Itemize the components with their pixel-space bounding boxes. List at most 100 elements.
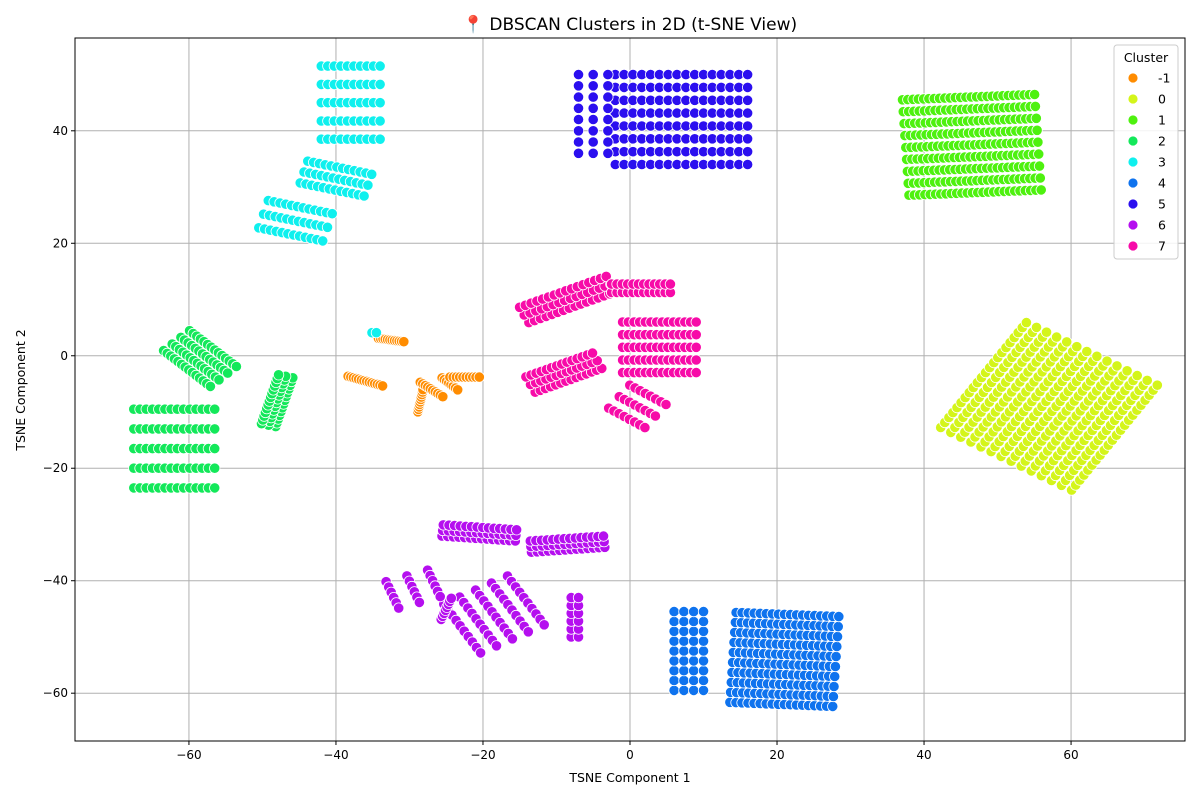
data-point-cluster-6: [510, 524, 523, 536]
data-point-cluster-5: [741, 146, 754, 158]
data-point-cluster-2: [209, 403, 221, 415]
data-point-cluster-4: [832, 620, 844, 633]
data-point-cluster-4: [668, 655, 680, 667]
legend-marker-cluster-2: [1127, 135, 1139, 147]
legend-marker-cluster-3: [1127, 156, 1139, 168]
data-point-cluster-4: [688, 605, 700, 618]
data-point-cluster-7: [690, 366, 702, 379]
data-point-cluster-0: [1081, 345, 1093, 358]
legend-marker-cluster--1: [1127, 72, 1139, 84]
data-point-cluster-2: [209, 462, 221, 474]
x-tick-label: −20: [470, 748, 495, 762]
data-point-cluster-1: [1029, 100, 1042, 113]
data-point-cluster-3: [358, 190, 370, 202]
x-tick-label: 20: [769, 748, 784, 762]
data-point-cluster-7: [586, 347, 599, 359]
legend-marker-cluster-0: [1127, 93, 1139, 105]
data-point-cluster-5: [572, 136, 585, 148]
data-point-cluster-1: [1033, 148, 1045, 160]
data-point-cluster-5: [741, 133, 754, 145]
data-point-cluster-7: [660, 398, 672, 411]
data-point-cluster-6: [597, 530, 610, 542]
data-point-cluster-0: [1151, 379, 1163, 391]
x-tick-label: −40: [323, 748, 348, 762]
data-point-cluster-0: [1101, 355, 1113, 367]
data-point-cluster-4: [828, 680, 840, 693]
data-point-cluster-4: [697, 645, 710, 657]
data-point-cluster-4: [678, 645, 690, 657]
x-tick-label: 40: [916, 748, 931, 762]
data-point-cluster-3: [362, 179, 374, 191]
x-tick-label: −60: [176, 748, 201, 762]
y-axis-ticks: −60 −40 −20 0 20 40: [43, 124, 75, 700]
data-point-cluster--1: [398, 336, 410, 348]
data-point-cluster-0: [1131, 369, 1143, 382]
legend-marker-cluster-6: [1127, 219, 1139, 231]
data-point-cluster-4: [678, 674, 690, 687]
y-tick-label: −60: [43, 686, 68, 700]
data-point-cluster-4: [668, 674, 680, 687]
y-tick-label: 0: [60, 349, 68, 363]
legend-label-cluster--1: -1: [1158, 71, 1170, 86]
legend-label-cluster-1: 1: [1158, 113, 1166, 128]
data-point-cluster-4: [688, 645, 700, 657]
data-point-cluster-4: [668, 605, 680, 618]
data-point-cluster-6: [506, 633, 519, 645]
data-point-cluster-5: [572, 69, 585, 81]
data-point-cluster-4: [678, 605, 690, 618]
data-point-cluster-5: [572, 91, 585, 103]
x-tick-label: 60: [1063, 748, 1078, 762]
data-point-cluster-3: [374, 97, 386, 109]
data-point-cluster-0: [1141, 374, 1153, 386]
data-point-cluster-6: [434, 590, 446, 603]
data-point-cluster-5: [587, 113, 599, 126]
cluster-3-points: [253, 60, 386, 339]
data-point-cluster-4: [688, 635, 700, 647]
data-point-cluster-4: [829, 670, 841, 683]
data-point-cluster-5: [587, 147, 599, 159]
data-point-cluster-3: [321, 221, 334, 233]
data-point-cluster-1: [1032, 136, 1044, 148]
data-point-cluster-4: [831, 630, 844, 643]
data-point-cluster-4: [678, 655, 690, 667]
data-point-cluster-5: [741, 69, 754, 81]
data-point-cluster-5: [572, 147, 585, 159]
data-point-cluster-4: [697, 605, 710, 618]
data-point-cluster-5: [602, 80, 614, 92]
data-point-cluster-4: [697, 665, 710, 677]
legend-label-cluster-3: 3: [1158, 155, 1166, 170]
legend-label-cluster-2: 2: [1158, 134, 1166, 149]
data-point-cluster-3: [317, 235, 329, 247]
data-point-cluster-4: [697, 674, 710, 687]
data-point-cluster-4: [688, 665, 700, 677]
data-point-cluster-4: [827, 690, 840, 703]
data-point-cluster-5: [572, 125, 585, 137]
data-point-cluster-4: [668, 645, 680, 657]
legend: Cluster -1 0 1 2 3 4 5 6 7: [1113, 44, 1179, 260]
cluster-6-points: [380, 519, 611, 659]
data-point-cluster-0: [1030, 321, 1043, 333]
legend-label-cluster-5: 5: [1158, 197, 1166, 212]
data-point-cluster-6: [538, 619, 550, 631]
data-point-cluster-4: [678, 665, 690, 677]
legend-marker-cluster-4: [1127, 177, 1139, 189]
data-point-cluster-5: [602, 69, 614, 81]
data-point-cluster--1: [473, 371, 485, 383]
data-point-cluster-3: [366, 168, 378, 180]
data-point-cluster-4: [697, 684, 710, 697]
y-tick-label: 40: [53, 124, 68, 138]
data-point-cluster-4: [668, 665, 680, 677]
data-point-cluster-1: [1031, 124, 1043, 136]
data-point-cluster-5: [741, 120, 754, 132]
data-point-cluster-0: [1061, 336, 1073, 348]
data-point-cluster-4: [668, 684, 680, 697]
data-point-cluster-6: [445, 592, 457, 604]
data-point-cluster-4: [697, 655, 710, 667]
data-point-cluster-0: [1040, 326, 1053, 338]
data-point-cluster-4: [668, 625, 680, 637]
data-point-cluster-7: [664, 278, 677, 290]
data-point-cluster-3: [374, 115, 386, 127]
data-point-cluster-7: [690, 329, 702, 341]
data-point-cluster-2: [230, 360, 242, 373]
data-point-cluster-1: [1030, 112, 1042, 124]
